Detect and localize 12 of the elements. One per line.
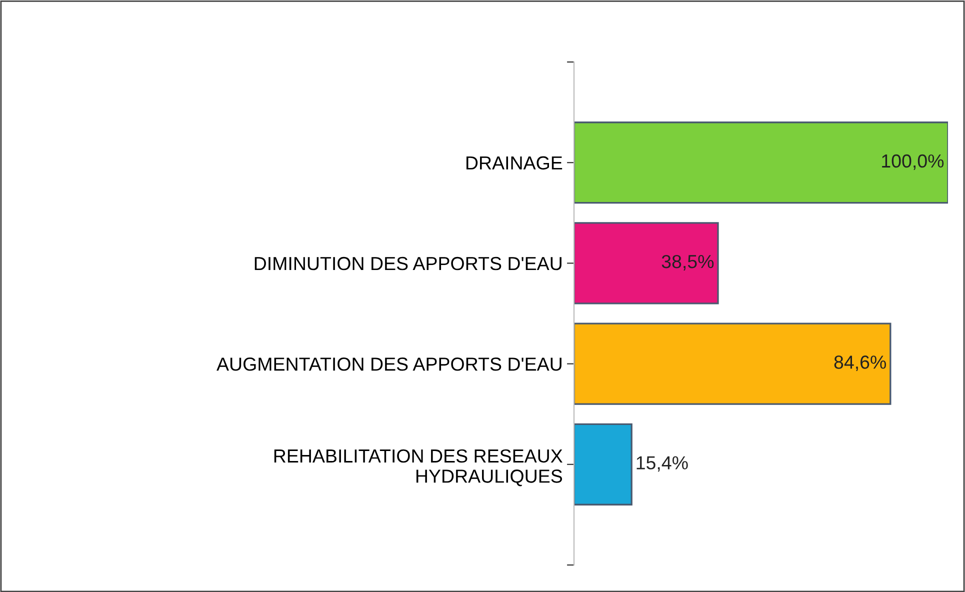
data-label: 38,5% bbox=[662, 254, 714, 270]
data-label: 100,0% bbox=[882, 154, 944, 170]
y-tick-label: AUGMENTATION DES APPORTS D'EAU bbox=[216, 358, 562, 371]
bar bbox=[574, 322, 892, 405]
y-tick-label: REHABILITATION DES RESEAUX HYDRAULIQUES bbox=[274, 449, 562, 486]
bar bbox=[574, 423, 632, 506]
bar bbox=[574, 122, 948, 204]
data-label: 15,4% bbox=[636, 456, 688, 472]
bar bbox=[574, 222, 719, 304]
y-tick-label: DIMINUTION DES APPORTS D'EAU bbox=[254, 256, 562, 270]
y-tick-label: DRAINAGE bbox=[466, 156, 562, 170]
data-label: 84,6% bbox=[834, 356, 886, 372]
